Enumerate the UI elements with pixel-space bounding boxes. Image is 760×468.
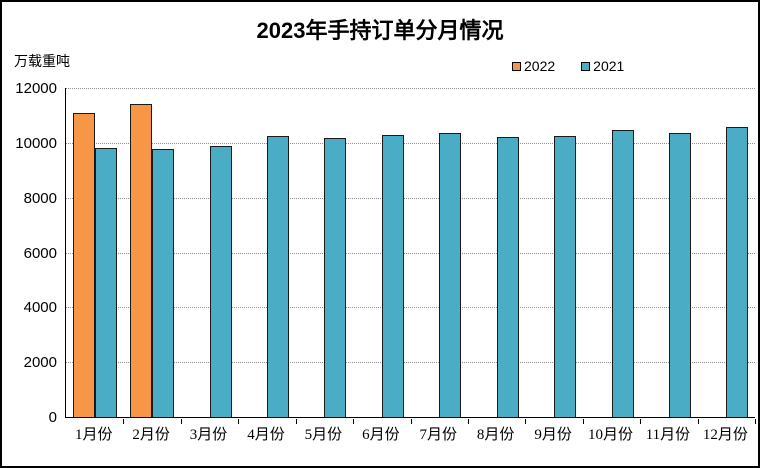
gridline: [66, 142, 755, 144]
y-axis-tick-label: 0: [48, 409, 57, 426]
gridline: [66, 88, 755, 89]
y-axis-tick-label: 10000: [15, 134, 57, 152]
y-axis-unit-label: 万载重吨: [14, 53, 70, 69]
x-axis-tick: [755, 419, 756, 424]
x-axis-label-12月份: 12月份: [702, 427, 748, 443]
bar-2021-11月份: [668, 132, 691, 417]
category-slot-2月份: [123, 88, 180, 417]
category-slot-3月份: [181, 88, 238, 417]
x-axis-label-5月份: 5月份: [304, 427, 343, 443]
x-axis-tick: [410, 419, 412, 424]
bar-2021-5月份: [324, 137, 347, 417]
category-slot-10月份: [583, 88, 640, 417]
category-slot-4月份: [238, 88, 295, 417]
y-axis-tick-label: 6000: [23, 244, 57, 262]
category-slot-11月份: [640, 88, 697, 417]
y-axis-tick-label: 12000: [15, 80, 57, 97]
plot-area: [65, 88, 756, 424]
chart-title: 2023年手持订单分月情况: [256, 18, 504, 43]
x-axis-label-1月份: 1月份: [74, 427, 113, 443]
legend-label: 2022: [524, 58, 556, 74]
legend-label: 2021: [593, 58, 625, 74]
x-axis-label-9月份: 9月份: [534, 427, 572, 443]
x-axis-labels: 1月份 2月份 3月份 4月份 5月份 6月份 7月份 8月份 9月份 10月份 11月份 12月份: [65, 423, 754, 444]
x-axis-tick: [353, 419, 355, 424]
y-axis-tick-label: 2000: [23, 354, 57, 372]
x-axis-tick: [295, 419, 297, 424]
category-slot-9月份: [525, 88, 582, 417]
x-axis-tick: [180, 419, 182, 424]
bar-2022-1月份: [72, 112, 95, 417]
bars-layer: [66, 88, 755, 417]
x-axis-tick: [582, 419, 584, 424]
legend-item-2021: 2021: [581, 58, 624, 74]
x-axis-label-2月份: 2月份: [132, 427, 170, 443]
bar-2021-2月份: [152, 149, 175, 417]
x-axis-label-7月份: 7月份: [419, 427, 457, 443]
x-axis-tick: [238, 419, 240, 424]
x-axis-tick: [123, 419, 125, 424]
category-slot-7月份: [411, 88, 468, 417]
legend: 2022 2021: [512, 58, 624, 74]
bar-2021-9月份: [554, 136, 577, 417]
legend-item-2022: 2022: [512, 58, 555, 74]
x-axis-label-8月份: 8月份: [476, 427, 515, 443]
x-axis-tick: [525, 419, 527, 424]
category-slot-12月份: [698, 88, 755, 417]
bar-2021-10月份: [611, 130, 634, 417]
x-axis-tick: [467, 419, 469, 424]
x-axis-label-4月份: 4月份: [247, 427, 285, 443]
category-slot-6月份: [353, 88, 410, 417]
bar-2021-6月份: [381, 135, 404, 417]
x-axis-tick: [640, 419, 642, 424]
legend-swatch-icon: [512, 61, 521, 71]
bar-2021-8月份: [496, 136, 519, 417]
bar-2021-1月份: [94, 147, 117, 417]
bar-2022-2月份: [130, 104, 153, 417]
y-axis-tick-label: 4000: [23, 299, 57, 317]
x-axis-label-11月份: 11月份: [645, 427, 691, 443]
x-axis-tick: [697, 419, 699, 424]
category-slot-8月份: [468, 88, 525, 417]
y-axis-tick-label: 8000: [23, 189, 57, 207]
legend-swatch-icon: [581, 61, 591, 71]
category-slot-1月份: [66, 88, 123, 417]
x-axis-label-6月份: 6月份: [362, 427, 400, 443]
gridline: [66, 252, 755, 254]
bar-2021-7月份: [439, 132, 462, 417]
bar-2021-4月份: [266, 135, 289, 417]
gridline: [66, 197, 755, 199]
bar-2021-3月份: [209, 145, 232, 417]
gridline: [66, 307, 755, 309]
x-axis-label-3月份: 3月份: [189, 427, 228, 443]
bar-2021-12月份: [726, 127, 749, 417]
gridline: [66, 362, 755, 364]
x-axis-label-10月份: 10月份: [588, 427, 634, 443]
category-slot-5月份: [296, 88, 353, 417]
